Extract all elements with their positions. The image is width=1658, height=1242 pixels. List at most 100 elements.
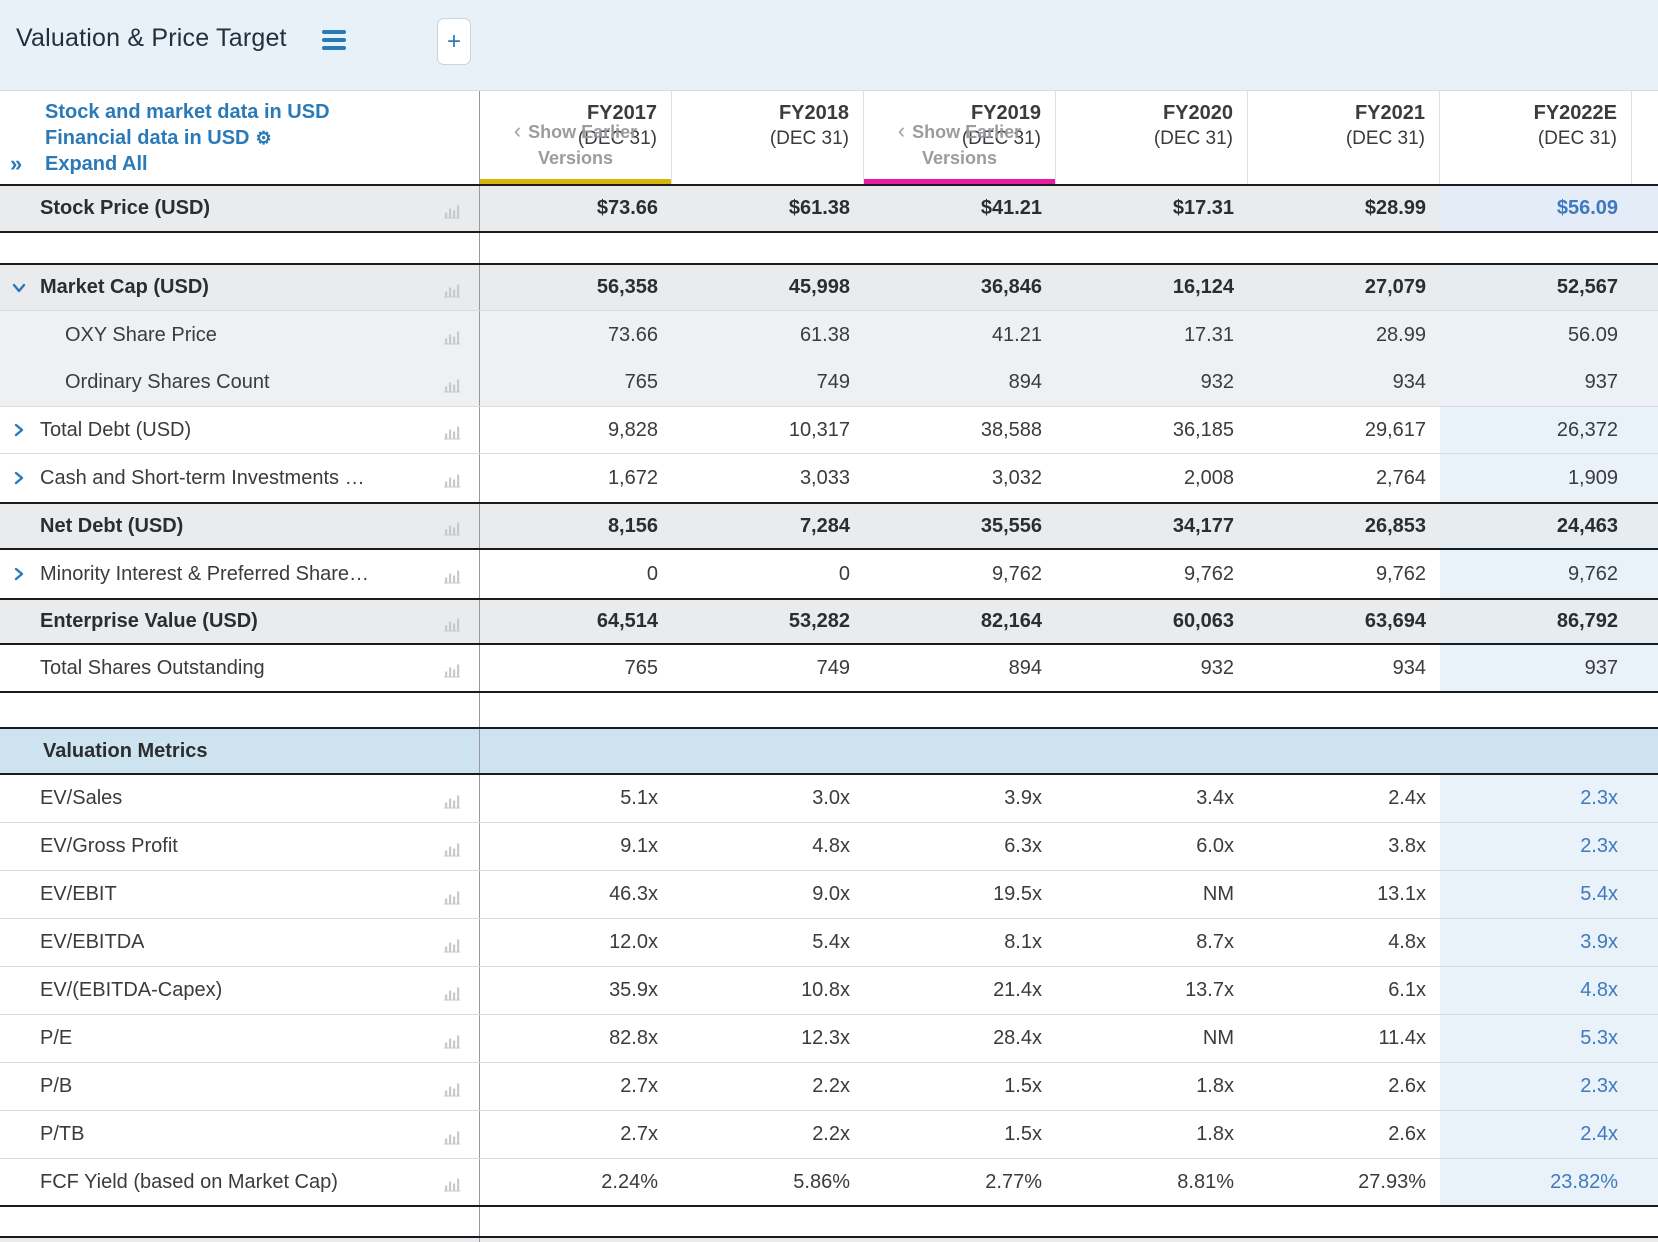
chevron-right-icon[interactable]: [13, 423, 27, 437]
table-row: Cash and Short-term Investments … 1,672 3,…: [0, 454, 1658, 502]
table-row: EV/EBITDA 12.0x 5.4x 8.1x 8.7x 4.8x 3.9x: [0, 919, 1658, 967]
row-label[interactable]: EV/Sales: [40, 787, 123, 809]
chart-icon[interactable]: [444, 328, 464, 345]
chart-icon[interactable]: [444, 839, 464, 856]
show-earlier-label: Show Earlier: [912, 122, 1022, 142]
chart-icon[interactable]: [444, 471, 464, 488]
column-year-label: FY2021: [1354, 102, 1425, 124]
chart-icon[interactable]: [444, 519, 464, 536]
cell-value: 3.9x: [1440, 919, 1632, 966]
section-label-cell: Valuation Metrics: [0, 729, 480, 773]
chart-icon[interactable]: [444, 1175, 464, 1192]
chart-icon[interactable]: [444, 423, 464, 440]
chevron-right-icon[interactable]: [13, 471, 27, 485]
cell-value: 23.82%: [1440, 1159, 1632, 1205]
show-earlier-versions-button[interactable]: ‹ Show Earlier Versions: [472, 118, 679, 171]
add-tab-button[interactable]: +: [437, 18, 471, 65]
cell-value: 12.3x: [801, 1027, 850, 1049]
row-label[interactable]: Enterprise Value (USD): [40, 610, 258, 632]
spacer-row: [0, 693, 1658, 727]
collapse-panel-icon[interactable]: »: [10, 151, 23, 176]
estimate-column-sliver: [1632, 645, 1658, 691]
row-label[interactable]: OXY Share Price: [65, 323, 217, 346]
cell-value: 82.8x: [609, 1027, 658, 1049]
row-label[interactable]: P/B: [40, 1075, 73, 1097]
cell-value: 4.8x: [1440, 967, 1632, 1014]
row-label-cell: EV/EBIT: [0, 871, 480, 918]
estimate-column-sliver: [1632, 1159, 1658, 1205]
row-label[interactable]: Stock Price (USD): [40, 197, 211, 219]
cell-value: $61.38: [788, 197, 850, 219]
cell-value: 11.4x: [1378, 1027, 1426, 1049]
cell-value: 7,284: [799, 514, 850, 537]
row-label[interactable]: Minority Interest & Preferred Share…: [40, 562, 370, 585]
estimate-column-sliver: [1632, 311, 1658, 359]
row-label[interactable]: Cash and Short-term Investments …: [40, 466, 365, 489]
table-row: EV/Sales 5.1x 3.0x 3.9x 3.4x 2.4x 2.3x: [0, 775, 1658, 823]
chevron-right-icon[interactable]: [13, 567, 27, 581]
gear-icon[interactable]: ⚙: [255, 128, 272, 148]
chart-icon[interactable]: [444, 1031, 464, 1048]
row-label-cell: FCF Yield (based on Market Cap): [0, 1159, 480, 1205]
table-row: OXY Share Price 73.66 61.38 41.21 17.31 28.99…: [0, 311, 1658, 359]
cell-value: 5.3x: [1440, 1015, 1632, 1062]
chart-icon[interactable]: [444, 280, 464, 297]
column-year-label: FY2018: [778, 102, 849, 124]
cell-value: 9,762: [1440, 550, 1632, 598]
row-label[interactable]: Total Debt (USD): [40, 418, 192, 441]
chart-icon[interactable]: [444, 1079, 464, 1096]
cell-value: 3.9x: [1004, 787, 1042, 809]
row-label[interactable]: P/TB: [40, 1123, 85, 1145]
column-header-fy2017[interactable]: FY2017 (DEC 31) ‹ Show Earlier Versions: [480, 91, 672, 184]
estimate-column-sliver: [1632, 265, 1658, 310]
row-label[interactable]: FCF Yield (based on Market Cap): [40, 1170, 338, 1193]
column-header-fy2022e[interactable]: FY2022E (DEC 31): [1440, 91, 1632, 184]
chart-icon[interactable]: [444, 1127, 464, 1144]
row-label[interactable]: Market Cap (USD): [40, 276, 209, 298]
row-label[interactable]: Net Debt (USD): [40, 514, 184, 537]
cell-value: 5.86%: [793, 1170, 850, 1193]
cell-value: 9.1x: [620, 835, 658, 857]
stock-data-units-link[interactable]: Stock and market data in USD: [45, 101, 330, 123]
spacer-label-cell: [0, 233, 480, 263]
chevron-left-icon: ‹: [513, 118, 522, 143]
cell-value: 46.3x: [609, 883, 658, 905]
column-version-underline: [864, 179, 1055, 184]
row-label[interactable]: Ordinary Shares Count: [65, 371, 270, 393]
row-label[interactable]: Total Shares Outstanding: [40, 656, 265, 679]
chart-icon[interactable]: [444, 791, 464, 808]
show-earlier-versions-button[interactable]: ‹ Show Earlier Versions: [856, 118, 1063, 171]
hamburger-menu-icon[interactable]: [322, 30, 346, 50]
column-year-label: FY2020: [1162, 102, 1233, 124]
row-label[interactable]: P/E: [40, 1027, 73, 1049]
chart-icon[interactable]: [444, 887, 464, 904]
table-row: Market Cap (USD) 56,358 45,998 36,846 16,124…: [0, 263, 1658, 311]
column-header-fy2020[interactable]: FY2020 (DEC 31): [1056, 91, 1248, 184]
cell-value: 2,008: [1183, 466, 1234, 489]
cell-value: 2.3x: [1440, 775, 1632, 822]
estimate-column-sliver: [1632, 967, 1658, 1014]
chart-icon[interactable]: [444, 983, 464, 1000]
column-header-fy2021[interactable]: FY2021 (DEC 31): [1248, 91, 1440, 184]
expand-all-button[interactable]: Expand All: [45, 153, 148, 175]
column-header-fy2018[interactable]: FY2018 (DEC 31): [672, 91, 864, 184]
row-label-cell: P/B: [0, 1063, 480, 1110]
row-label[interactable]: EV/(EBITDA-Capex): [40, 979, 223, 1001]
chart-icon[interactable]: [444, 567, 464, 584]
chart-icon[interactable]: [444, 201, 464, 218]
chevron-down-icon[interactable]: [12, 281, 27, 295]
chart-icon[interactable]: [444, 935, 464, 952]
row-label[interactable]: EV/Gross Profit: [40, 835, 178, 857]
column-header-fy2019[interactable]: FY2019 (DEC 31) ‹ Show Earlier Versions: [864, 91, 1056, 184]
row-label[interactable]: EV/EBIT: [40, 883, 117, 905]
financial-data-units-link[interactable]: Financial data in USD ⚙: [45, 127, 272, 149]
chart-icon[interactable]: [444, 375, 464, 392]
chart-icon[interactable]: [444, 614, 464, 631]
row-label[interactable]: EV/EBITDA: [40, 931, 145, 953]
cell-value: 10,317: [788, 418, 850, 441]
next-column-sliver: [1632, 91, 1658, 184]
chart-icon[interactable]: [444, 661, 464, 678]
cell-value: 934: [1392, 656, 1426, 679]
estimate-column-sliver: [1632, 1063, 1658, 1110]
